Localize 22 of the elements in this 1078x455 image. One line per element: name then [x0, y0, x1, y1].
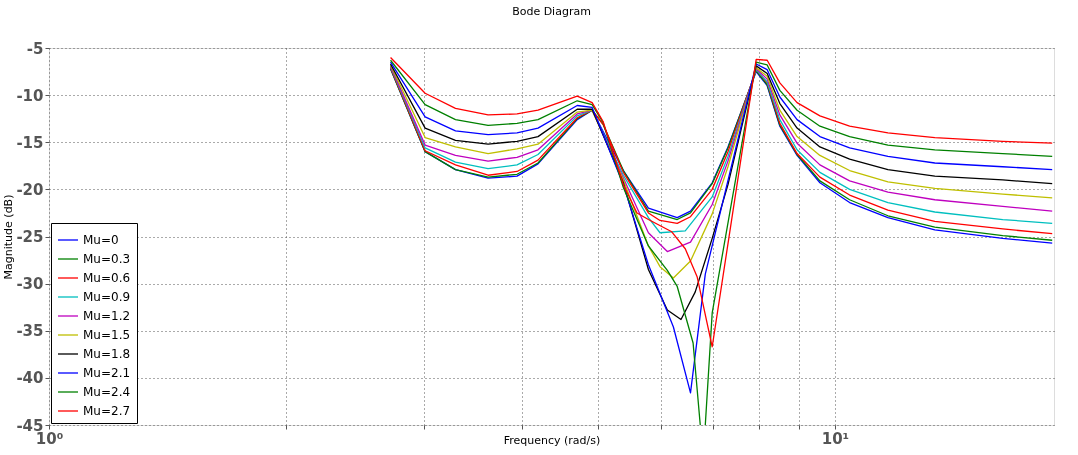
- legend-label: Mu=2.7: [83, 404, 131, 418]
- y-axis-title: Magnitude (dB): [2, 194, 16, 280]
- legend-label: Mu=2.4: [83, 385, 131, 399]
- chart-title: Bode Diagram: [512, 5, 591, 18]
- legend-label: Mu=0.9: [83, 290, 131, 304]
- y-tick-label: -15: [16, 133, 44, 152]
- legend-label: Mu=0: [83, 233, 119, 247]
- y-tick-label: -30: [16, 275, 44, 294]
- legend-label: Mu=1.2: [83, 309, 131, 323]
- legend-label: Mu=1.5: [83, 328, 131, 342]
- y-tick-label: -20: [16, 180, 44, 199]
- x-axis-title: Frequency (rad/s): [503, 433, 601, 447]
- y-tick-label: -35: [16, 322, 44, 341]
- y-tick-label: -40: [16, 369, 44, 388]
- y-tick-label: -5: [26, 39, 44, 58]
- legend-label: Mu=2.1: [83, 366, 131, 380]
- x-tick-label: 10¹: [821, 429, 850, 448]
- y-tick-label: -25: [16, 228, 44, 246]
- legend-label: Mu=0.3: [83, 252, 131, 266]
- legend-label: Mu=0.6: [83, 271, 131, 285]
- legend-label: Mu=1.8: [83, 347, 131, 361]
- y-tick-label: -10: [16, 86, 44, 105]
